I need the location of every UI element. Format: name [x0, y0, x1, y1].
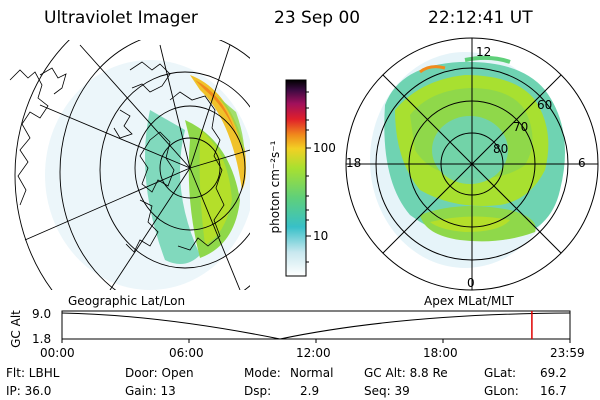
- time-tick-0600: 06:00: [169, 346, 204, 360]
- time-label: 22:12:41 UT: [428, 8, 533, 28]
- dsp-value: 2.9: [300, 384, 320, 398]
- mlt-label-0: 0: [467, 276, 475, 290]
- glat-value: 69.2: [540, 366, 567, 380]
- date-label: 23 Sep 00: [274, 8, 361, 28]
- seq-info: Seq: 39: [364, 384, 410, 398]
- time-tick-1800: 18:00: [423, 346, 458, 360]
- dsp-label: Dsp:: [244, 384, 272, 398]
- glon-value: 16.7: [540, 384, 567, 398]
- lat-label-80: 80: [493, 142, 509, 156]
- glat-label: GLat:: [484, 366, 517, 380]
- apex-label: Apex MLat/MLT: [424, 294, 514, 308]
- instrument-title: Ultraviolet Imager: [44, 8, 198, 28]
- alt-tick-high: 9.0: [32, 307, 52, 321]
- mode-label: Mode:: [244, 366, 281, 380]
- glon-label: GLon:: [484, 384, 519, 398]
- time-tick-0000: 00:00: [40, 346, 75, 360]
- door-info: Door: Open: [125, 366, 194, 380]
- gc-alt-info: GC Alt: 8.8 Re: [364, 366, 448, 380]
- mlt-label-6: 6: [578, 156, 586, 170]
- alt-tick-low: 1.8: [32, 332, 52, 346]
- gain-info: Gain: 13: [125, 384, 176, 398]
- time-tick-2359: 23:59: [550, 346, 585, 360]
- lat-label-60: 60: [537, 98, 553, 112]
- colorbar-tick-10: 10: [313, 229, 329, 243]
- filter-info: Flt: LBHL: [6, 366, 60, 380]
- lat-label-70: 70: [513, 120, 529, 134]
- geographic-label: Geographic Lat/Lon: [68, 294, 186, 308]
- ip-info: IP: 36.0: [6, 384, 52, 398]
- mlt-label-12: 12: [476, 45, 492, 59]
- time-tick-1200: 12:00: [296, 346, 331, 360]
- mlt-label-18: 18: [346, 156, 362, 170]
- colorbar-tick-100: 100: [313, 141, 336, 155]
- mode-value: Normal: [290, 366, 334, 380]
